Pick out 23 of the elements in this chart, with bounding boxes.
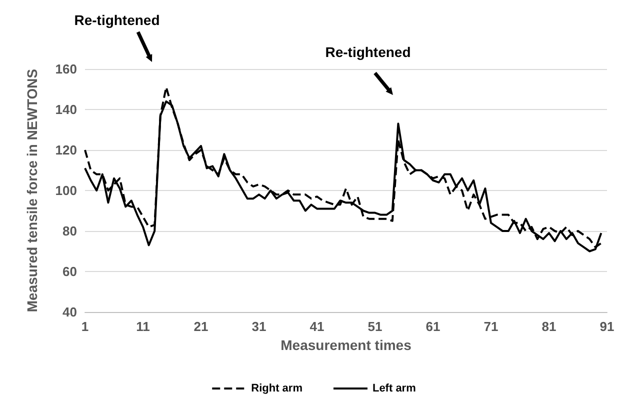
x-tick-label: 31 — [252, 319, 266, 334]
x-tick-label: 51 — [368, 319, 382, 334]
x-tick-label: 1 — [81, 319, 89, 334]
y-axis-title: Measured tensile force in NEWTONS — [24, 68, 40, 312]
y-tick-label: 100 — [55, 183, 77, 198]
x-tick-label: 21 — [194, 319, 208, 334]
y-tick-label: 40 — [62, 304, 77, 320]
y-tick-label: 140 — [55, 102, 77, 117]
legend-label: Right arm — [251, 382, 303, 394]
x-tick-label: 41 — [310, 319, 324, 334]
x-tick-label: 61 — [426, 319, 440, 334]
x-axis-title: Measurement times — [280, 337, 412, 353]
x-tick-label: 81 — [542, 319, 556, 334]
y-tick-label: 160 — [55, 62, 77, 76]
x-tick-label: 71 — [484, 319, 498, 334]
legend-label: Left arm — [372, 382, 416, 394]
y-tick-label: 120 — [55, 142, 77, 158]
y-tick-label: 60 — [62, 264, 77, 279]
x-tick-label: 91 — [600, 319, 614, 334]
y-tick-label: 80 — [62, 224, 77, 238]
text: Re-tightened — [74, 12, 160, 28]
x-tick-label: 11 — [136, 319, 150, 334]
text: Re-tightened — [325, 44, 411, 60]
